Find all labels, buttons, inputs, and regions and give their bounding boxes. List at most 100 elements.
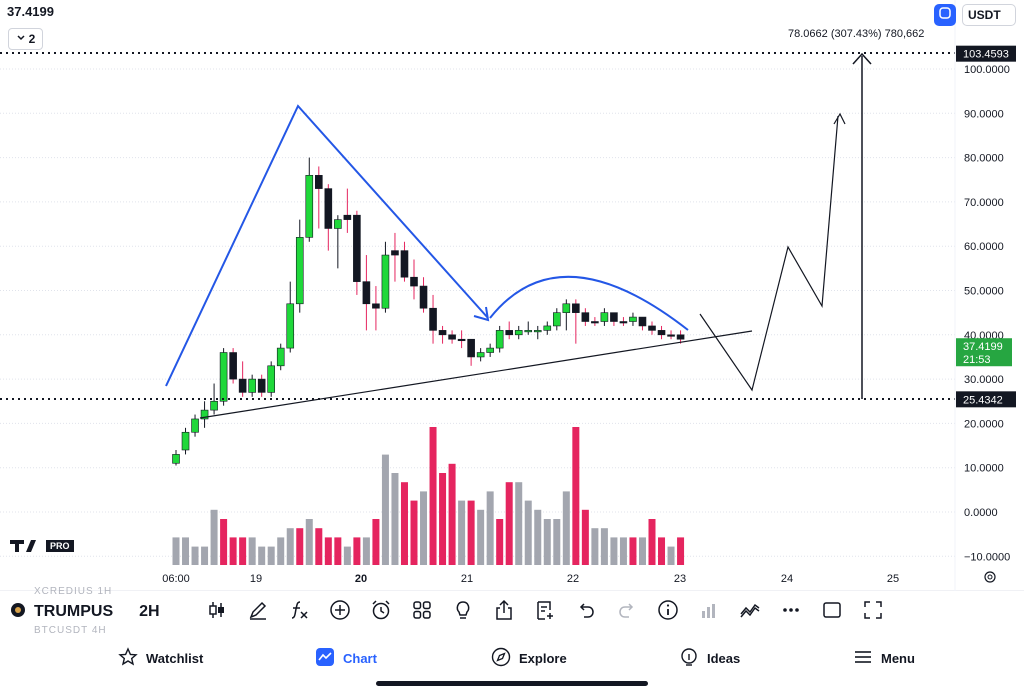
share-button[interactable]	[483, 596, 524, 628]
sync-icon	[938, 6, 952, 25]
more-button[interactable]	[770, 596, 811, 628]
candle	[419, 277, 428, 313]
volume-bar	[477, 509, 485, 565]
axis-settings-gear-icon[interactable]	[984, 571, 996, 583]
nav-menu[interactable]: Menu	[853, 647, 915, 670]
volume-bar	[543, 519, 551, 565]
candle	[648, 321, 656, 335]
candle	[276, 343, 285, 371]
timeframe-button[interactable]: 2H	[139, 603, 160, 620]
nav-ideas-label: Ideas	[707, 650, 741, 666]
time-tick-label: 20	[355, 573, 367, 585]
nav-chart[interactable]: Chart	[315, 647, 377, 670]
candle	[552, 308, 561, 331]
candle	[229, 348, 237, 384]
projection-path	[699, 115, 839, 392]
svg-text:25.4342: 25.4342	[963, 394, 1003, 406]
notes-button[interactable]	[524, 596, 565, 628]
nav-watchlist-label: Watchlist	[146, 650, 204, 666]
candle	[533, 325, 542, 340]
candle	[238, 361, 247, 397]
layout-toggle-button[interactable]	[811, 596, 852, 628]
volume-bar	[562, 491, 570, 565]
candle	[381, 241, 390, 313]
nav-watchlist[interactable]: Watchlist	[118, 646, 204, 670]
candle	[210, 383, 218, 415]
volume-bar	[638, 537, 646, 565]
time-tick-label: 21	[461, 573, 473, 585]
currency-selector[interactable]: USDT	[962, 4, 1016, 26]
nav-explore[interactable]: Explore	[491, 647, 567, 670]
info-button[interactable]	[647, 596, 688, 628]
redo-button[interactable]	[606, 596, 647, 628]
volume-bar	[191, 546, 199, 565]
cup-arc	[489, 275, 689, 331]
candle	[448, 330, 456, 344]
compass-icon	[491, 647, 511, 670]
draw-tool-button[interactable]	[237, 596, 278, 628]
candle	[219, 348, 228, 406]
sync-button[interactable]	[934, 4, 956, 26]
price-tick-label: 90.0000	[964, 108, 1004, 120]
candle	[591, 317, 599, 326]
undo-button[interactable]	[565, 596, 606, 628]
volume-bar	[677, 537, 685, 565]
volume-bar	[305, 519, 313, 565]
volume-bar	[267, 546, 275, 565]
volume-bar	[496, 519, 504, 565]
nav-ideas[interactable]: Ideas	[679, 647, 740, 670]
notes-plus-icon	[534, 599, 556, 626]
indicators-button[interactable]	[278, 596, 319, 628]
candle	[629, 312, 637, 326]
bottom-toolbar: XCREDIUS 1H BTCUSDT 4H TRUMPUS 2H	[0, 586, 1024, 636]
volume-bar	[667, 546, 675, 565]
volume-bar	[362, 537, 370, 565]
candle	[457, 330, 466, 349]
fullscreen-button[interactable]	[852, 596, 893, 628]
volume-bar	[201, 546, 209, 565]
more-dots-icon	[780, 599, 802, 626]
alarm-clock-icon	[370, 599, 392, 626]
candle	[181, 427, 190, 455]
volume-bar	[553, 519, 561, 565]
volume-bar	[610, 537, 618, 565]
volume-bar	[524, 500, 532, 565]
nav-explore-label: Explore	[519, 650, 567, 666]
candle	[248, 374, 256, 397]
price-chart[interactable]: 100.0000 90.0000 80.0000 70.0000 60.0000 50.0…	[0, 0, 1024, 591]
ghost-symbol-below: BTCUSDT 4H	[34, 625, 107, 636]
volume-bar	[277, 537, 285, 565]
bottom-navigation: Watchlist Chart Explore Ideas Menu	[0, 636, 1024, 680]
volume-bar	[591, 528, 599, 565]
candle	[200, 401, 209, 428]
volume-bar	[286, 528, 294, 565]
candles	[172, 157, 685, 466]
redo-icon	[616, 599, 638, 626]
volume-bar	[448, 463, 456, 565]
alert-button[interactable]	[360, 596, 401, 628]
candle-type-button[interactable]	[196, 596, 237, 628]
time-tick-label: 19	[250, 573, 262, 585]
volume-bar	[334, 537, 342, 565]
volume-bar	[458, 500, 466, 565]
volume-bar	[581, 509, 589, 565]
interval-selector[interactable]: 2	[8, 28, 43, 50]
time-tick-label: 06:00	[162, 573, 190, 585]
layouts-button[interactable]	[401, 596, 442, 628]
function-icon	[288, 599, 310, 626]
candle	[343, 188, 352, 233]
compare-button[interactable]	[729, 596, 770, 628]
volume-profile-button[interactable]	[688, 596, 729, 628]
nav-chart-label: Chart	[343, 650, 377, 666]
candle	[324, 184, 333, 251]
plus-circle-icon	[329, 599, 351, 626]
star-icon	[118, 646, 138, 670]
symbol-selector[interactable]: TRUMPUS 2H	[10, 592, 160, 632]
volume-bar	[381, 454, 389, 565]
ideas-tool-button[interactable]	[442, 596, 483, 628]
candle	[562, 299, 571, 331]
lightbulb-icon	[452, 599, 474, 626]
candle	[638, 316, 647, 331]
add-button[interactable]	[319, 596, 360, 628]
